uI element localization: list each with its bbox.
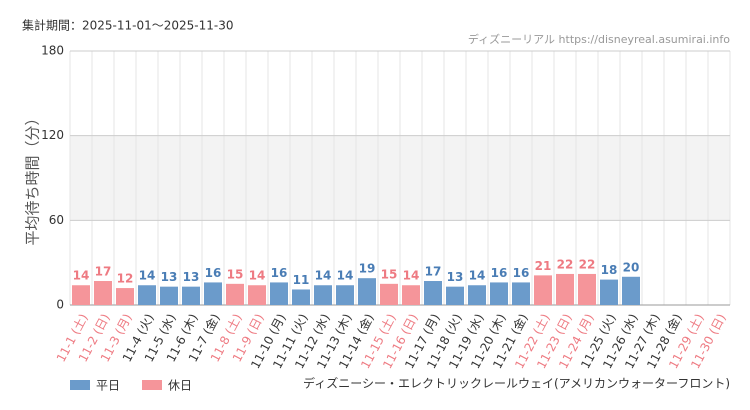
- value-label: 11: [293, 273, 310, 287]
- value-label: 13: [183, 270, 200, 284]
- bar: [138, 285, 156, 305]
- bar: [182, 286, 200, 305]
- bar: [292, 289, 310, 305]
- value-label: 16: [491, 266, 508, 280]
- bar: [468, 285, 486, 305]
- bar: [336, 285, 354, 305]
- bar: [512, 282, 530, 305]
- period: 集計期間：2025-11-01～2025-11-30: [22, 18, 233, 33]
- value-label: 14: [249, 269, 266, 283]
- bar: [248, 285, 266, 305]
- bar: [578, 273, 596, 305]
- bar: [424, 281, 442, 305]
- y-tick-label: 120: [41, 128, 64, 142]
- footer: ディズニーシー・エレクトリックレールウェイ(アメリカンウォーターフロント): [303, 376, 730, 391]
- value-label: 14: [403, 269, 420, 283]
- bar: [270, 282, 288, 305]
- value-label: 20: [623, 260, 640, 274]
- value-label: 15: [381, 267, 398, 281]
- value-label: 17: [95, 265, 112, 279]
- value-label: 14: [73, 269, 90, 283]
- value-label: 19: [359, 262, 376, 276]
- bar: [556, 273, 574, 305]
- bar: [446, 286, 464, 305]
- source: ディズニーリアル https://disneyreal.asumirai.inf…: [468, 32, 730, 46]
- value-label: 18: [601, 263, 618, 277]
- bar: [358, 278, 376, 305]
- bar: [160, 286, 178, 305]
- value-label: 22: [557, 257, 574, 271]
- y-axis-label: 平均待ち時間（分）: [24, 110, 42, 245]
- bar: [226, 283, 244, 305]
- legend-label: 平日: [96, 379, 120, 393]
- legend-label: 休日: [168, 379, 192, 393]
- bar: [72, 285, 90, 305]
- bar: [402, 285, 420, 305]
- value-label: 14: [139, 269, 156, 283]
- bar: [600, 279, 618, 305]
- legend-swatch: [70, 380, 90, 390]
- value-label: 16: [205, 266, 222, 280]
- value-label: 12: [117, 272, 134, 286]
- y-tick-label: 180: [41, 44, 64, 58]
- value-label: 16: [513, 266, 530, 280]
- value-label: 16: [271, 266, 288, 280]
- bar: [490, 282, 508, 305]
- value-label: 14: [315, 269, 332, 283]
- value-label: 14: [469, 269, 486, 283]
- bar: [534, 275, 552, 305]
- bar: [314, 285, 332, 305]
- bar: [94, 281, 112, 305]
- value-label: 14: [337, 269, 354, 283]
- value-label: 15: [227, 267, 244, 281]
- bar: [622, 276, 640, 305]
- bar: [116, 288, 134, 305]
- y-tick-label: 0: [56, 298, 64, 312]
- value-label: 13: [161, 270, 178, 284]
- value-label: 13: [447, 270, 464, 284]
- legend-swatch: [142, 380, 162, 390]
- value-label: 22: [579, 257, 596, 271]
- bar: [204, 282, 222, 305]
- bar: [380, 283, 398, 305]
- y-tick-label: 60: [49, 213, 64, 227]
- value-label: 21: [535, 259, 552, 273]
- value-label: 17: [425, 265, 442, 279]
